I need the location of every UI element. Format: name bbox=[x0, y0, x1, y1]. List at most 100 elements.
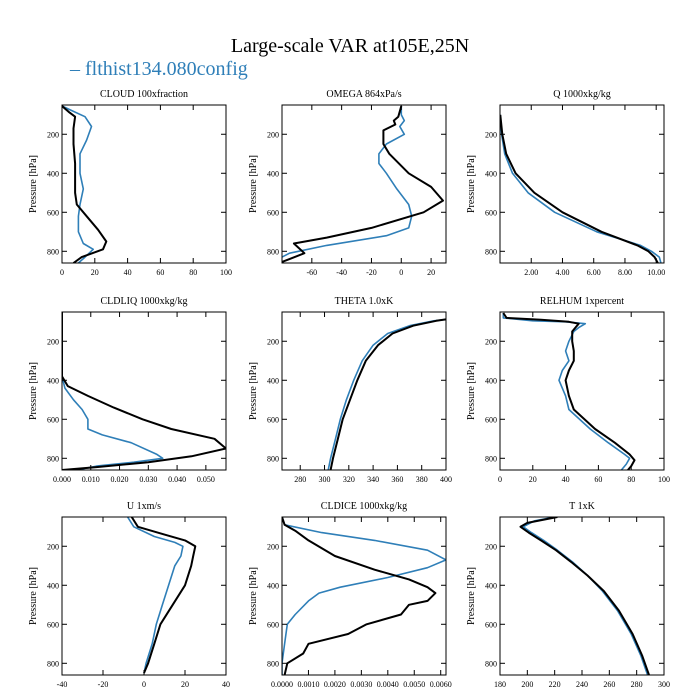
y-tick-label: 600 bbox=[485, 208, 497, 217]
x-tick-label: 200 bbox=[521, 680, 533, 689]
x-tick-label: 8.00 bbox=[618, 268, 632, 277]
x-tick-label: 0.0030 bbox=[350, 680, 372, 689]
series-line-obs bbox=[62, 312, 226, 470]
y-tick-label: 800 bbox=[485, 247, 497, 256]
x-tick-label: 380 bbox=[416, 475, 428, 484]
x-tick-label: 80 bbox=[189, 268, 197, 277]
x-tick-label: 360 bbox=[391, 475, 403, 484]
x-tick-label: 60 bbox=[594, 475, 602, 484]
plot-frame bbox=[61, 311, 227, 471]
x-tick-label: 0.000 bbox=[53, 475, 71, 484]
y-tick-label: 800 bbox=[267, 247, 279, 256]
x-tick-label: 20 bbox=[427, 268, 435, 277]
y-tick-label: 400 bbox=[47, 376, 59, 385]
panel-7: -40 -20 0 20 40 200 400 600 800 U 1xm/s Pressure [… bbox=[28, 501, 230, 689]
y-tick-label: 600 bbox=[485, 415, 497, 424]
y-tick-label: 600 bbox=[485, 620, 497, 629]
y-tick-label: 200 bbox=[485, 130, 497, 139]
panel-title: RELHUM 1xpercent bbox=[540, 296, 624, 307]
y-tick-label: 800 bbox=[267, 454, 279, 463]
series-line-obs bbox=[500, 114, 659, 263]
panel-title: CLDLIQ 1000xkg/kg bbox=[101, 296, 188, 307]
series-line-obs bbox=[519, 517, 650, 675]
panel-title: U 1xm/s bbox=[127, 501, 161, 512]
x-tick-label: 240 bbox=[576, 680, 588, 689]
x-tick-label: 4.00 bbox=[555, 268, 569, 277]
series-line-model bbox=[62, 312, 164, 470]
y-tick-label: 200 bbox=[485, 542, 497, 551]
plot-frame bbox=[61, 516, 227, 676]
y-axis-label: Pressure [hPa] bbox=[28, 362, 39, 420]
y-tick-label: 400 bbox=[267, 169, 279, 178]
y-tick-label: 200 bbox=[47, 337, 59, 346]
panel-5: 280 300 320 340 360 380 400 200 400 600 800 THETA 1… bbox=[248, 296, 452, 484]
x-tick-label: 0 bbox=[399, 268, 403, 277]
plot-frame bbox=[281, 516, 447, 676]
y-tick-label: 400 bbox=[485, 169, 497, 178]
x-tick-label: 280 bbox=[631, 680, 643, 689]
x-tick-label: 260 bbox=[603, 680, 615, 689]
y-tick-label: 200 bbox=[267, 542, 279, 551]
y-tick-label: 600 bbox=[267, 415, 279, 424]
x-tick-label: -20 bbox=[366, 268, 377, 277]
x-tick-label: 10.00 bbox=[647, 268, 665, 277]
series-line-model bbox=[500, 114, 662, 263]
x-tick-label: -20 bbox=[98, 680, 109, 689]
y-tick-label: 600 bbox=[47, 415, 59, 424]
x-tick-label: 320 bbox=[343, 475, 355, 484]
series-line-model bbox=[502, 313, 631, 470]
chart-title: Large-scale VAR at105E,25N bbox=[230, 35, 470, 57]
legend: – flthist134.080config bbox=[70, 58, 248, 81]
x-tick-label: -40 bbox=[57, 680, 68, 689]
x-tick-label: 0 bbox=[60, 268, 64, 277]
x-tick-label: 180 bbox=[494, 680, 506, 689]
series-line-model bbox=[282, 106, 413, 258]
y-tick-label: 200 bbox=[267, 337, 279, 346]
plot-frame bbox=[499, 104, 665, 264]
series-line-obs bbox=[282, 105, 444, 263]
y-tick-label: 200 bbox=[47, 542, 59, 551]
legend-line-marker: – bbox=[70, 58, 80, 80]
y-tick-label: 400 bbox=[267, 581, 279, 590]
x-tick-label: 340 bbox=[367, 475, 379, 484]
y-tick-label: 600 bbox=[267, 620, 279, 629]
y-axis-label: Pressure [hPa] bbox=[248, 155, 259, 213]
panel-3: 2.00 4.00 6.00 8.00 10.00 200 400 600 800 Q 1000x… bbox=[466, 89, 665, 277]
x-tick-label: 0.050 bbox=[197, 475, 215, 484]
plot-frame bbox=[281, 311, 447, 471]
x-tick-label: 0.030 bbox=[139, 475, 157, 484]
y-tick-label: 800 bbox=[485, 454, 497, 463]
y-tick-label: 200 bbox=[47, 130, 59, 139]
x-tick-label: -60 bbox=[306, 268, 317, 277]
y-axis-label: Pressure [hPa] bbox=[248, 567, 259, 625]
x-tick-label: 40 bbox=[562, 475, 570, 484]
panel-title: THETA 1.0xK bbox=[335, 296, 394, 307]
x-tick-label: 0.0050 bbox=[403, 680, 425, 689]
x-tick-label: 60 bbox=[156, 268, 164, 277]
y-axis-label: Pressure [hPa] bbox=[466, 155, 477, 213]
y-axis-label: Pressure [hPa] bbox=[28, 155, 39, 213]
series-line-obs bbox=[282, 517, 437, 675]
y-tick-label: 800 bbox=[267, 659, 279, 668]
panel-9: 180 200 220 240 260 280 300 200 400 600 800 T 1xK Pr… bbox=[466, 501, 670, 689]
y-tick-label: 800 bbox=[47, 454, 59, 463]
panel-title: T 1xK bbox=[569, 501, 595, 512]
x-tick-label: 400 bbox=[440, 475, 452, 484]
series-line-obs bbox=[62, 105, 108, 263]
plot-frame bbox=[281, 104, 447, 264]
panel-6: 0 20 40 60 80 100 200 400 600 800 RELHUM 1xpercent… bbox=[466, 296, 670, 484]
x-tick-label: 100 bbox=[220, 268, 232, 277]
x-tick-label: 0.040 bbox=[168, 475, 186, 484]
x-tick-label: 80 bbox=[627, 475, 635, 484]
x-tick-label: 0.010 bbox=[82, 475, 100, 484]
series-line-model bbox=[282, 517, 446, 675]
y-tick-label: 400 bbox=[485, 581, 497, 590]
y-tick-label: 600 bbox=[47, 620, 59, 629]
panel-title: Q 1000xkg/kg bbox=[553, 89, 611, 100]
panel-title: OMEGA 864xPa/s bbox=[326, 89, 401, 100]
panel-1: 0 20 40 60 80 100 200 400 600 800 CLOUD 100xfracti… bbox=[28, 89, 232, 277]
panel-title: CLDICE 1000xkg/kg bbox=[321, 501, 407, 512]
x-tick-label: 0.020 bbox=[111, 475, 129, 484]
y-tick-label: 800 bbox=[47, 247, 59, 256]
